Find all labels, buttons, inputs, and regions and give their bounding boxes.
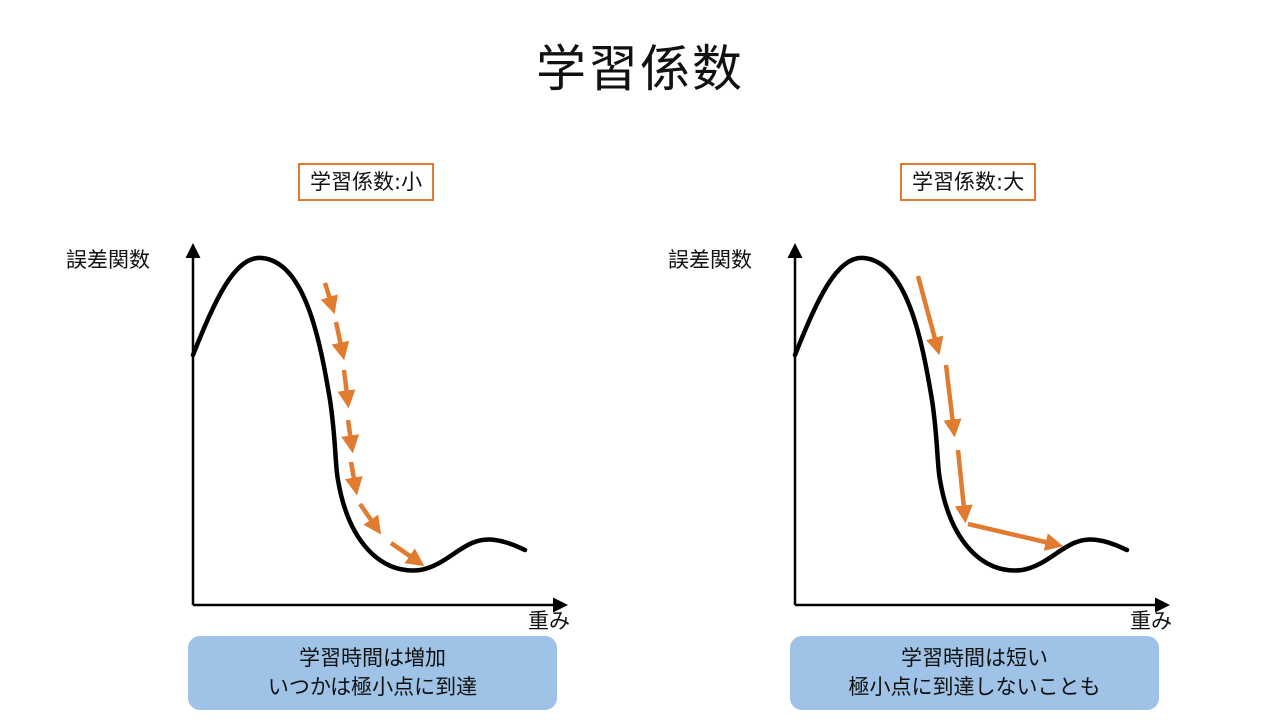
x-axis-label-right: 重み xyxy=(1130,609,1172,633)
page-title: 学習係数 xyxy=(536,40,744,98)
step-arrow xyxy=(943,364,962,438)
error-curve xyxy=(792,255,1130,573)
step-arrow xyxy=(967,521,1064,551)
panel-label-small-rate: 学習係数:小 xyxy=(298,163,435,201)
note-line-2: 極小点に到達しないことも xyxy=(848,675,1101,699)
step-arrow xyxy=(331,321,350,361)
note-line-2: いつかは極小点に到達 xyxy=(267,675,478,699)
x-axis-label-left: 重み xyxy=(528,609,570,633)
step-arrow xyxy=(915,275,944,356)
note-box-left: 学習時間は増加 いつかは極小点に到達 xyxy=(188,636,557,710)
large-step-arrows xyxy=(915,275,1064,551)
error-curve xyxy=(190,255,528,573)
y-axis-label-left: 誤差関数 xyxy=(66,248,150,272)
step-arrow xyxy=(358,502,382,535)
step-arrow xyxy=(337,369,356,409)
chart-left xyxy=(185,243,568,613)
step-arrow xyxy=(320,282,338,315)
panel-label-large-rate: 学習係数:大 xyxy=(900,163,1037,201)
chart-right xyxy=(787,243,1170,613)
step-arrow xyxy=(954,449,973,524)
note-box-right: 学習時間は短い 極小点に到達しないことも xyxy=(790,636,1159,710)
note-line-1: 学習時間は短い xyxy=(901,646,1048,670)
step-arrow xyxy=(341,419,360,454)
step-arrow xyxy=(344,461,363,496)
step-arrow xyxy=(389,541,425,567)
small-step-arrows xyxy=(320,282,425,567)
y-axis-label-right: 誤差関数 xyxy=(668,248,752,272)
note-line-1: 学習時間は増加 xyxy=(299,646,446,670)
